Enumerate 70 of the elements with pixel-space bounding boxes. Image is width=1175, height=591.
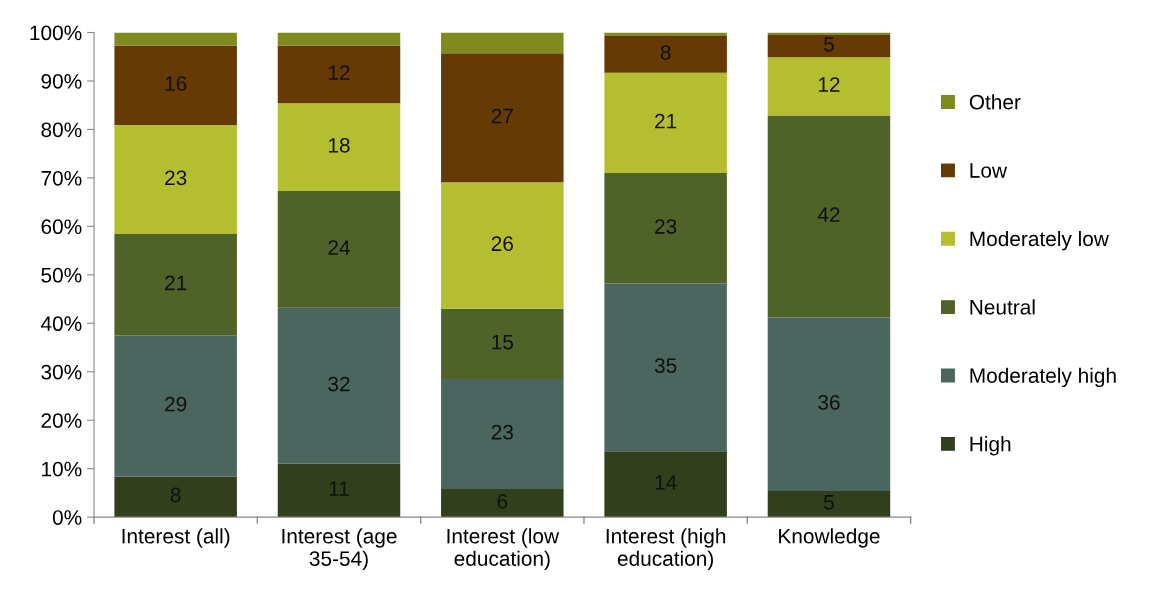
data-label: 21 (655, 113, 677, 129)
legend-label: Low (970, 163, 1008, 178)
x-tick-label: Knowledge (779, 528, 880, 548)
bar (441, 308, 564, 380)
data-label: 27 (491, 108, 513, 124)
y-tick-label: 40% (40, 316, 82, 332)
bar (767, 490, 891, 518)
legend-label: Moderately high (970, 367, 1116, 388)
x-tick-label: Interest (low education) (447, 528, 560, 571)
bar (767, 34, 891, 58)
y-tick-label: 10% (42, 461, 82, 477)
data-label: 42 (817, 207, 840, 222)
bar (767, 317, 891, 491)
bar (604, 72, 727, 174)
bar (604, 173, 727, 284)
data-label: 15 (492, 334, 514, 350)
y-tick-label: 0% (52, 510, 82, 525)
bar (441, 182, 564, 309)
data-label: 8 (660, 45, 671, 60)
bar (114, 476, 237, 518)
data-label: 12 (818, 77, 840, 92)
bar (277, 103, 401, 191)
data-label: 21 (165, 275, 187, 291)
legend-label: High (970, 436, 1011, 456)
legend-label: Moderately low (970, 230, 1109, 251)
bar (441, 379, 564, 490)
bar (441, 489, 564, 518)
y-tick-label: 70% (41, 170, 82, 186)
bar (114, 125, 237, 235)
bar (604, 451, 727, 518)
y-tick-label: 90% (41, 73, 82, 89)
x-tick-label: Interest (age 35-54) (282, 528, 397, 571)
y-tick-label: 50% (41, 267, 82, 283)
legend-label: Neutral (970, 299, 1035, 315)
legend-label: Other (969, 94, 1021, 110)
bar (604, 283, 727, 452)
data-label: 18 (328, 137, 350, 153)
data-label: 23 (655, 219, 677, 234)
bar (441, 32, 564, 54)
bar (767, 115, 891, 318)
y-tick-label: 60% (41, 219, 82, 235)
data-label: 23 (491, 424, 513, 440)
x-tick-label: Interest (high education) (606, 528, 726, 571)
y-tick-label: 30% (41, 364, 82, 380)
data-label: 35 (654, 358, 677, 373)
data-label: 24 (328, 240, 350, 255)
bar (114, 234, 237, 336)
y-tick-label: 80% (41, 122, 82, 138)
data-label: 5 (824, 37, 834, 52)
bar (277, 32, 401, 46)
data-label: 26 (491, 236, 513, 252)
bar (277, 463, 401, 518)
data-label: 23 (165, 170, 187, 186)
data-label: 16 (165, 76, 187, 91)
y-tick-label: 100% (30, 25, 82, 41)
data-label: 29 (165, 396, 187, 412)
y-tick-label: 20% (41, 413, 82, 428)
data-label: 32 (328, 376, 350, 392)
x-tick-label: Interest (all) (122, 528, 230, 548)
data-label: 36 (818, 395, 840, 410)
bar (114, 32, 237, 46)
bar (441, 53, 564, 183)
bar (277, 45, 401, 104)
data-label: 12 (328, 65, 350, 80)
bar (277, 190, 401, 308)
bar (767, 57, 891, 116)
bar (277, 307, 401, 464)
bar (604, 35, 727, 73)
bar (114, 335, 237, 477)
bar (114, 45, 237, 126)
